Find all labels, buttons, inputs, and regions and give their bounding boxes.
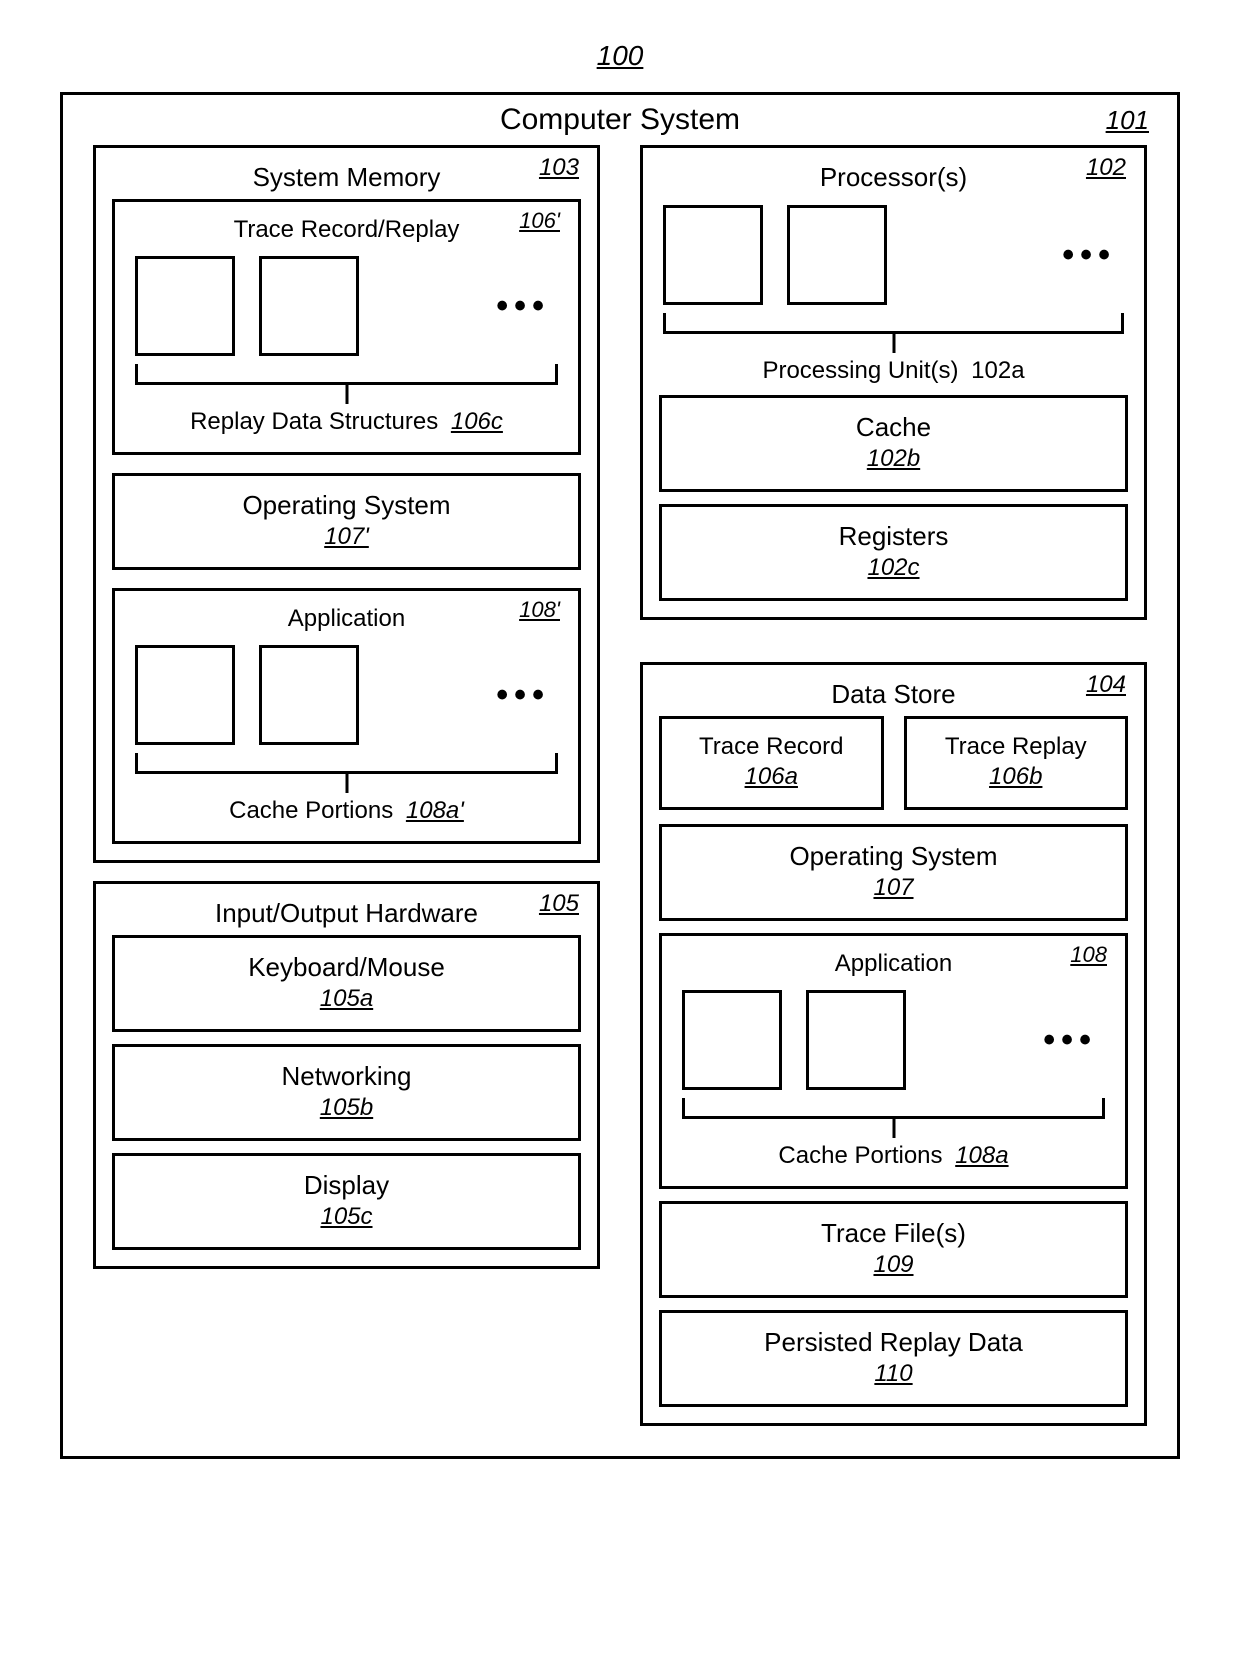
ellipsis-icon: ••• [1062, 238, 1124, 272]
io-km-title: Keyboard/Mouse [131, 952, 562, 983]
io-hardware-box: Input/Output Hardware 105 Keyboard/Mouse… [93, 881, 600, 1269]
figure-reference: 100 [60, 40, 1180, 72]
prd-title: Persisted Replay Data [678, 1327, 1109, 1358]
trace-record-replay-ref: 106' [519, 208, 560, 234]
left-column: System Memory 103 Trace Record/Replay 10… [93, 145, 600, 1269]
trace-replay-box: Trace Replay 106b [904, 716, 1129, 810]
square-icon [135, 645, 235, 745]
ds-app-bracket-label: Cache Portions 108a [678, 1142, 1109, 1170]
computer-system-title: Computer System [63, 103, 1177, 137]
io-km-ref: 105a [131, 985, 562, 1013]
bracket-icon [135, 749, 558, 795]
square-icon [682, 990, 782, 1090]
data-store-title: Data Store [659, 679, 1128, 710]
io-networking-box: Networking 105b [112, 1044, 581, 1141]
bracket-icon [135, 360, 558, 406]
registers-ref: 102c [678, 554, 1109, 582]
square-icon [787, 205, 887, 305]
io-display-title: Display [131, 1170, 562, 1201]
io-keyboard-mouse-box: Keyboard/Mouse 105a [112, 935, 581, 1032]
cache-ref: 102b [678, 445, 1109, 473]
sm-os-title: Operating System [131, 490, 562, 521]
system-memory-title: System Memory [112, 162, 581, 193]
persisted-replay-data-box: Persisted Replay Data 110 [659, 1310, 1128, 1407]
sm-application-title: Application [131, 605, 562, 633]
cache-title: Cache [678, 412, 1109, 443]
ellipsis-icon: ••• [1043, 1023, 1105, 1057]
trace-files-box: Trace File(s) 109 [659, 1201, 1128, 1298]
sm-app-bracket-label: Cache Portions 108a' [131, 797, 562, 825]
square-icon [259, 645, 359, 745]
processors-box: Processor(s) 102 ••• Processing Unit(s) … [640, 145, 1147, 620]
computer-system-box: Computer System 101 System Memory 103 Tr… [60, 92, 1180, 1459]
ds-os-ref: 107 [678, 874, 1109, 902]
data-store-box: Data Store 104 Trace Record 106a Trace R… [640, 662, 1147, 1426]
registers-box: Registers 102c [659, 504, 1128, 601]
ds-os-title: Operating System [678, 841, 1109, 872]
system-memory-ref: 103 [539, 154, 579, 182]
trace-replay-title: Trace Replay [923, 733, 1110, 761]
system-memory-box: System Memory 103 Trace Record/Replay 10… [93, 145, 600, 863]
trace-record-replay-title: Trace Record/Replay [131, 216, 562, 244]
square-icon [806, 990, 906, 1090]
io-net-ref: 105b [131, 1094, 562, 1122]
ds-app-squares: ••• [678, 984, 1109, 1090]
trr-bracket-label: Replay Data Structures 106c [131, 408, 562, 436]
prd-ref: 110 [678, 1360, 1109, 1388]
ellipsis-icon: ••• [496, 678, 558, 712]
sm-application-ref: 108' [519, 597, 560, 623]
processors-title: Processor(s) [659, 162, 1128, 193]
sm-operating-system-box: Operating System 107' [112, 473, 581, 570]
io-display-box: Display 105c [112, 1153, 581, 1250]
ds-application-box: Application 108 ••• Cache Portions 1 [659, 933, 1128, 1189]
trace-replay-ref: 106b [923, 763, 1110, 791]
cache-box: Cache 102b [659, 395, 1128, 492]
ds-application-ref: 108 [1070, 942, 1107, 968]
io-display-ref: 105c [131, 1203, 562, 1231]
io-net-title: Networking [131, 1061, 562, 1092]
registers-title: Registers [678, 521, 1109, 552]
bracket-icon [682, 1094, 1105, 1140]
data-store-ref: 104 [1086, 671, 1126, 699]
ds-operating-system-box: Operating System 107 [659, 824, 1128, 921]
square-icon [135, 256, 235, 356]
square-icon [259, 256, 359, 356]
trace-files-title: Trace File(s) [678, 1218, 1109, 1249]
processors-ref: 102 [1086, 154, 1126, 182]
trace-record-replay-box: Trace Record/Replay 106' ••• Replay Data… [112, 199, 581, 455]
trace-record-title: Trace Record [678, 733, 865, 761]
pu-bracket-label: Processing Unit(s) 102a [659, 357, 1128, 385]
trace-files-ref: 109 [678, 1251, 1109, 1279]
io-hardware-ref: 105 [539, 890, 579, 918]
trace-record-ref: 106a [678, 763, 865, 791]
ellipsis-icon: ••• [496, 289, 558, 323]
io-hardware-title: Input/Output Hardware [112, 898, 581, 929]
square-icon [663, 205, 763, 305]
pu-squares: ••• [659, 199, 1128, 305]
trr-squares: ••• [131, 250, 562, 356]
sm-application-box: Application 108' ••• Cache Portions [112, 588, 581, 844]
computer-system-ref: 101 [1106, 105, 1149, 136]
bracket-icon [663, 309, 1124, 355]
diagram-page: 100 Computer System 101 System Memory 10… [0, 0, 1240, 1519]
right-column: Processor(s) 102 ••• Processing Unit(s) … [640, 145, 1147, 1426]
sm-app-squares: ••• [131, 639, 562, 745]
ds-application-title: Application [678, 950, 1109, 978]
sm-os-ref: 107' [131, 523, 562, 551]
trace-record-box: Trace Record 106a [659, 716, 884, 810]
